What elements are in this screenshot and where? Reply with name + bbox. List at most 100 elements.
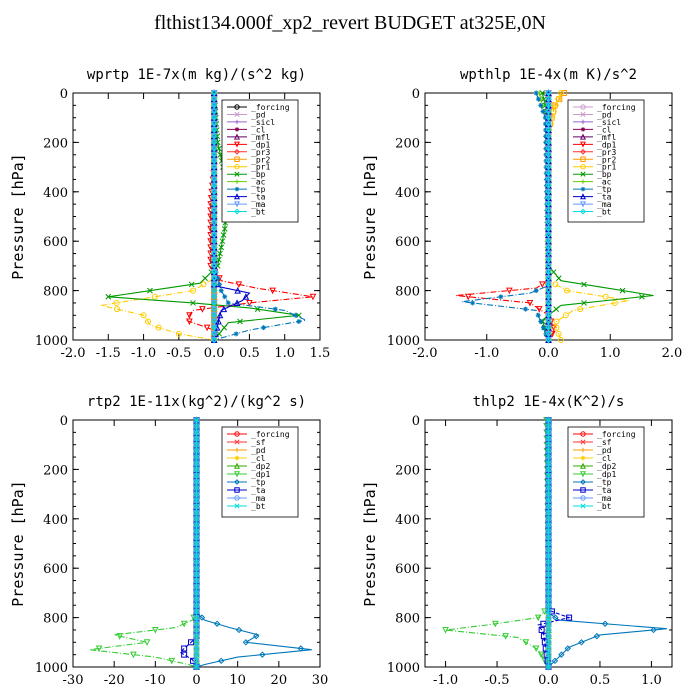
data-point: [210, 133, 218, 140]
data-point: [259, 651, 266, 658]
data-point: [545, 293, 552, 300]
data-point: [545, 139, 552, 146]
y-tick-label: 400: [395, 513, 420, 528]
legend-marker: [580, 439, 586, 445]
legend-marker: [580, 487, 586, 493]
data-point: [532, 645, 540, 653]
data-point: [272, 306, 278, 312]
x-tick-label: 0.0: [538, 673, 559, 688]
data-point: [611, 299, 618, 306]
data-point: [545, 213, 552, 220]
series-line: [547, 92, 629, 341]
data-point: [545, 454, 552, 460]
data-point: [210, 305, 218, 313]
data-point: [210, 207, 218, 214]
data-point: [550, 269, 557, 275]
data-point: [217, 250, 223, 257]
data-point: [498, 294, 504, 300]
data-point: [155, 324, 162, 331]
data-point: [219, 238, 226, 245]
y-tick-label: 0: [412, 414, 420, 429]
data-point: [464, 293, 472, 301]
data-point: [535, 96, 541, 102]
data-point: [147, 287, 153, 294]
data-point: [246, 299, 253, 307]
legend-entry: _pr3: [597, 148, 616, 157]
data-point: [237, 318, 243, 325]
data-point: [193, 546, 200, 553]
data-point: [151, 293, 158, 300]
legend-entry: _pd: [597, 110, 612, 119]
data-point: [193, 633, 200, 639]
data-point: [545, 145, 552, 152]
y-tick-label: 0: [60, 87, 68, 102]
data-point: [210, 200, 218, 208]
data-point: [143, 639, 151, 646]
y-tick-label: 400: [43, 186, 68, 201]
data-point: [210, 139, 218, 146]
data-point: [181, 645, 188, 652]
legend-entry: _ta: [597, 193, 612, 202]
data-point: [545, 460, 552, 467]
x-tick-label: -0.5: [485, 673, 510, 688]
data-point: [235, 281, 243, 289]
legend-entry: _bt: [597, 208, 612, 217]
series-bt: [210, 89, 218, 344]
data-point: [193, 552, 200, 559]
series-dp1: [442, 417, 552, 671]
data-point: [602, 293, 609, 300]
data-point: [193, 454, 200, 460]
y-tick-label: 1000: [35, 661, 68, 676]
y-axis-label: Pressure [hPa]: [9, 480, 27, 606]
data-point: [217, 657, 225, 665]
data-point: [193, 583, 200, 590]
data-point: [193, 651, 200, 658]
data-point: [545, 478, 552, 485]
series-line: [101, 93, 215, 341]
legend-entry: _ma: [251, 200, 266, 209]
data-point: [152, 626, 159, 634]
data-point: [534, 614, 542, 622]
data-point: [545, 163, 552, 171]
data-point: [210, 275, 218, 282]
data-point: [545, 509, 552, 516]
y-tick-label: 800: [43, 285, 68, 300]
data-point: [105, 293, 112, 300]
data-point: [210, 268, 218, 276]
data-point: [533, 288, 539, 294]
y-tick-label: 0: [412, 87, 420, 102]
data-point: [545, 627, 552, 633]
series-line: [445, 419, 550, 668]
data-point: [562, 312, 569, 319]
data-point: [210, 114, 218, 121]
legend-marker: [234, 503, 240, 509]
data-point: [210, 194, 218, 202]
legend: _forcing_sf_pd_cl_dp2_dp1_tp_ta_ma_bt: [221, 426, 299, 518]
data-point: [470, 300, 476, 306]
data-point: [193, 565, 200, 572]
series-line: [213, 93, 251, 341]
data-point: [215, 256, 222, 263]
legend-entry: _ac: [597, 178, 612, 187]
legend-entry: _cl: [597, 125, 612, 134]
data-point: [535, 312, 541, 318]
x-tick-label: -1.5: [96, 346, 121, 361]
data-point: [193, 522, 200, 528]
legend-marker: [580, 455, 586, 461]
data-point: [193, 620, 200, 627]
legend-entry: _dp2: [597, 462, 616, 471]
data-point: [202, 275, 208, 282]
data-point: [545, 417, 552, 423]
data-point: [550, 324, 557, 332]
data-point: [210, 312, 218, 319]
legend-marker: [234, 208, 240, 215]
legend-marker: [579, 133, 587, 140]
data-point: [545, 657, 552, 664]
data-point: [545, 133, 552, 140]
x-tick-label: -0.5: [166, 346, 191, 361]
data-point: [545, 176, 552, 183]
data-point: [193, 571, 200, 578]
x-tick-label: -10: [145, 673, 166, 688]
data-point: [545, 200, 552, 208]
data-point: [140, 312, 147, 319]
